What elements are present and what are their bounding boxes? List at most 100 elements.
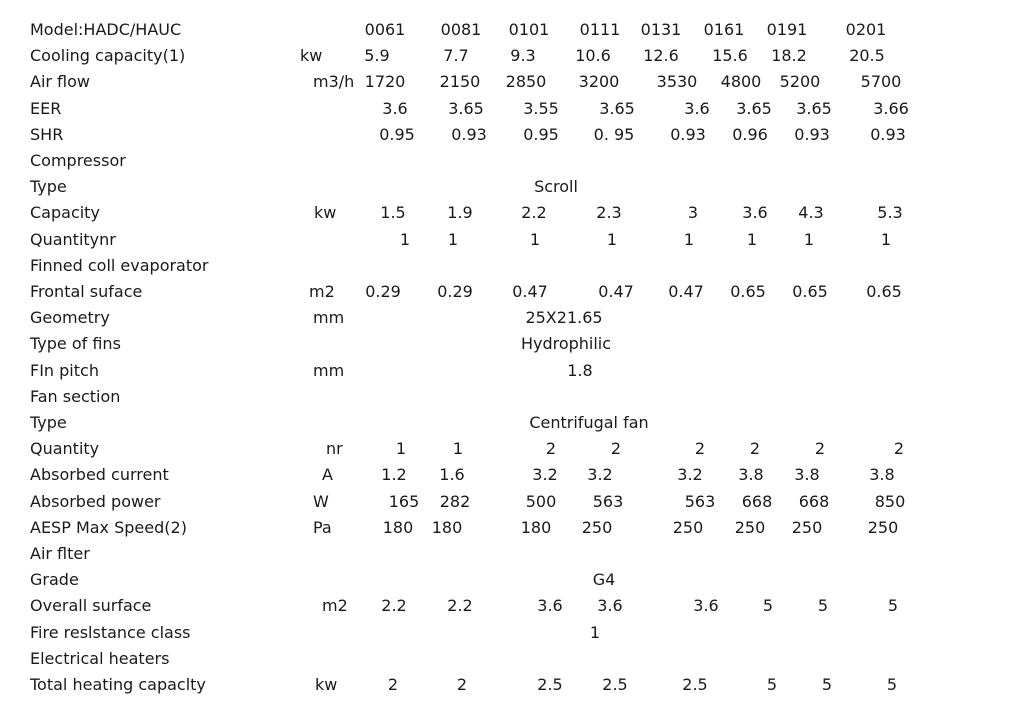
row-value: 3.6 [684,98,710,118]
row-value: 0.47 [668,282,704,301]
row-value: 5.3 [877,203,903,223]
row-value: 0.65 [866,282,902,301]
row-label: Fire reslstance class [30,622,191,642]
row-value: 4800 [720,72,762,92]
row-value: 3.55 [523,98,559,118]
row-value: 12.6 [643,46,679,66]
row-value: 15.6 [712,46,748,66]
row-value: 18.2 [771,46,807,66]
row-value: 25X21.65 [525,308,603,328]
row-value: Scroll [534,177,578,197]
row-value: 2 [749,439,761,459]
row-value: 0131 [640,20,682,39]
row-value: 3.65 [796,98,832,118]
row-value: 850 [874,491,906,511]
row-value: 0.29 [365,282,401,301]
row-label: Absorbed current [30,465,169,485]
row-value: 0081 [440,20,482,39]
row-value: 250 [581,517,613,537]
row-value: 9.3 [510,46,536,66]
row-label: Geometry [30,308,110,328]
row-value: 1 [529,229,541,249]
row-value: 3.6 [742,203,768,223]
row-label: Absorbed power [30,491,161,511]
row-value: 3.8 [794,465,820,485]
row-value: 250 [867,517,899,537]
row-value: 5700 [860,72,902,92]
row-value: 1 [447,229,459,249]
row-value: 0.29 [437,282,473,301]
row-unit: Pa [313,517,332,537]
row-value: G4 [592,570,616,590]
row-label: Fan section [30,386,121,406]
row-value: 165 [388,491,420,511]
table-row: Quantity nr 1 1 2 2 2 2 2 2 [0,436,1019,462]
row-value: 5 [821,675,833,694]
table-row: Fire reslstance class 1 [0,620,1019,646]
table-row: Absorbed current A 1.2 1.6 3.2 3.2 3.2 3.8 3.8 3.… [0,462,1019,488]
row-unit: kw [314,203,337,223]
row-value: 2.2 [447,596,473,616]
row-value: 3.6 [537,596,563,616]
row-value: 3.65 [599,98,635,118]
table-row: Absorbed power W 165 282 500 563 563 668 668 850 [0,489,1019,515]
row-value: 3.2 [677,465,703,485]
row-value: 0.96 [732,124,768,144]
row-value: 3.65 [736,98,772,118]
row-value: 5 [762,596,774,616]
row-value: 2 [456,675,468,694]
row-value: 0161 [703,20,745,39]
row-value: 0.47 [598,282,634,301]
row-unit: kw [315,675,338,694]
table-row: Finned coll evaporator [0,253,1019,279]
row-value: 0201 [845,20,887,39]
row-value: 2.2 [521,203,547,223]
row-value: Hydrophilic [520,334,612,354]
table-row: Type of fins Hydrophilic [0,331,1019,357]
row-value: 180 [431,517,463,537]
row-value: 282 [439,491,471,511]
row-value: 3530 [656,72,698,92]
row-value: 0.95 [523,124,559,144]
row-value: 0.65 [792,282,828,301]
row-value: 2 [893,439,905,459]
table-row: Type Scroll [0,174,1019,200]
row-value: 5 [766,675,778,694]
row-value: 3.6 [597,596,623,616]
row-label: Air flow [30,72,91,92]
row-value: 2.2 [381,596,407,616]
row-value: 2 [814,439,826,459]
table-row: Compressor [0,148,1019,174]
table-row: Total heating capaclty kw 2 2 2.5 2.5 2.5 5 5 5 [0,672,1019,698]
row-value: 7.7 [443,46,469,66]
row-value: 10.6 [575,46,611,66]
row-unit: A [322,465,333,485]
row-value: 1.9 [447,203,473,223]
row-label: Total heating capaclty [30,675,206,694]
table-row: Electrical heaters [0,646,1019,672]
row-value: 3.65 [448,98,484,118]
row-value: 3.2 [532,465,558,485]
row-value: 0.93 [870,124,906,144]
row-value: 180 [520,517,552,537]
row-value: 3.2 [587,465,613,485]
row-label: Quantity [30,439,100,459]
row-value: 5 [886,675,898,694]
row-value: 5200 [779,72,821,92]
table-row: Quantitynr 1 1 1 1 1 1 1 1 [0,227,1019,253]
row-unit: mm [313,308,345,328]
row-value: 0101 [508,20,550,39]
row-value: 2.3 [596,203,622,223]
row-value: 5 [817,596,829,616]
row-unit: m2 [322,596,348,616]
row-label: Type of fins [30,334,121,354]
row-label: Compressor [30,151,126,170]
table-row: Type Centrifugal fan [0,410,1019,436]
row-unit: nr [326,439,343,459]
row-value: 668 [798,491,830,511]
row-value: 0.65 [730,282,766,301]
row-value: 3200 [578,72,620,92]
row-unit: kw [300,46,323,66]
row-value: Centrifugal fan [529,413,649,432]
row-label: Grade [30,570,79,590]
